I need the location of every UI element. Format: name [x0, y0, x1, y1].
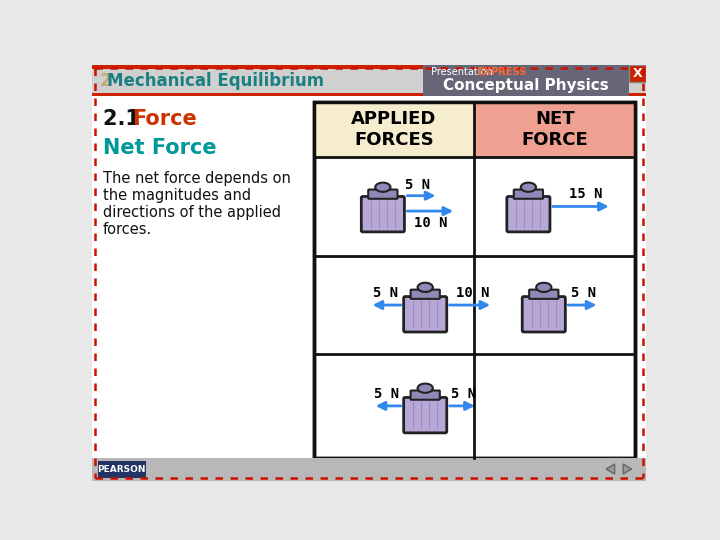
Bar [92, 457, 647, 481]
Bar [92, 69, 647, 92]
Text: 5 N: 5 N [405, 178, 430, 192]
FancyBboxPatch shape [404, 397, 447, 433]
Ellipse shape [521, 183, 536, 192]
Text: 15 N: 15 N [570, 187, 603, 201]
Text: PEARSON: PEARSON [98, 464, 146, 474]
Text: 2: 2 [99, 72, 111, 90]
FancyBboxPatch shape [404, 296, 447, 332]
Text: Conceptual Physics: Conceptual Physics [444, 78, 609, 93]
Bar [629, 65, 647, 82]
Text: 5 N: 5 N [451, 387, 476, 401]
Text: 10 N: 10 N [414, 215, 447, 230]
Text: forces.: forces. [102, 222, 152, 237]
Bar [474, 102, 636, 157]
Text: EXPRESS: EXPRESS [477, 67, 527, 77]
Bar [314, 102, 474, 157]
Text: the magnitudes and: the magnitudes and [102, 188, 251, 203]
Text: Mechanical Equilibrium: Mechanical Equilibrium [107, 72, 324, 90]
Text: 2.1: 2.1 [102, 110, 147, 130]
FancyBboxPatch shape [410, 390, 440, 400]
Bar [92, 92, 647, 96]
Polygon shape [623, 464, 631, 474]
Text: 10 N: 10 N [456, 286, 490, 300]
Text: directions of the applied: directions of the applied [102, 205, 281, 220]
Ellipse shape [418, 383, 433, 393]
Text: 5 N: 5 N [571, 286, 596, 300]
Ellipse shape [418, 283, 433, 292]
Polygon shape [606, 464, 615, 474]
FancyBboxPatch shape [368, 190, 397, 199]
Bar [98, 461, 145, 477]
FancyBboxPatch shape [361, 197, 405, 232]
Text: The net force depends on: The net force depends on [102, 171, 290, 186]
Text: APPLIED
FORCES: APPLIED FORCES [351, 110, 437, 149]
Bar [423, 65, 629, 96]
Bar [314, 102, 636, 457]
Text: Force: Force [132, 110, 197, 130]
Bar [314, 102, 636, 457]
Text: 5 N: 5 N [373, 286, 397, 300]
FancyBboxPatch shape [507, 197, 550, 232]
Ellipse shape [375, 183, 390, 192]
FancyBboxPatch shape [514, 190, 543, 199]
Text: Presentation: Presentation [431, 67, 492, 77]
FancyBboxPatch shape [410, 289, 440, 299]
Text: Net Force: Net Force [102, 138, 216, 158]
Text: 5 N: 5 N [374, 387, 400, 401]
Text: X: X [633, 67, 642, 80]
FancyBboxPatch shape [522, 296, 565, 332]
Text: NET
FORCE: NET FORCE [521, 110, 588, 149]
Bar [92, 65, 647, 69]
Ellipse shape [536, 283, 552, 292]
FancyBboxPatch shape [529, 289, 559, 299]
